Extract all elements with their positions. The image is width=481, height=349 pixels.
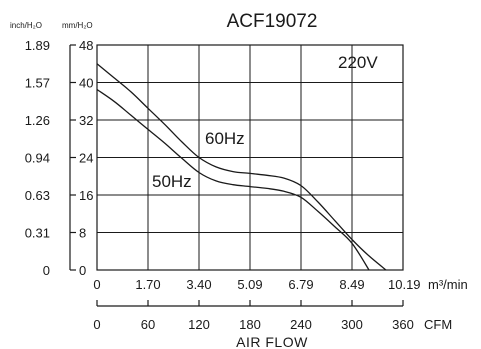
x-tick-label-cfm: 60 <box>141 317 155 332</box>
y-unit-mm-label: mm/H₂O <box>62 21 93 30</box>
y-tick-label-inch: 1.89 <box>25 38 50 53</box>
x-tick-label-m3: 1.70 <box>135 277 160 292</box>
plot-frame <box>96 44 404 271</box>
x-tick-label-m3: 3.40 <box>186 277 211 292</box>
x-tick-label-m3: 5.09 <box>237 277 262 292</box>
x-tick-label-m3: 8.49 <box>339 277 364 292</box>
chart-title: ACF19072 <box>227 11 318 32</box>
x-ticks-m3: 0 1.70 3.40 5.09 6.79 8.49 10.19 <box>93 277 420 292</box>
series-line-50hz <box>96 88 370 271</box>
curves <box>96 63 387 271</box>
x-axis-title: AIR FLOW <box>236 334 308 349</box>
series-line-60hz <box>96 63 387 271</box>
x-tick-label-cfm: 180 <box>239 317 261 332</box>
y-tick-label-inch: 1.57 <box>25 76 50 91</box>
voltage-label: 220V <box>338 53 378 72</box>
y-unit-inch-label: inch/H₂O <box>10 21 42 30</box>
y-tick-label-inch: 0 <box>43 263 50 278</box>
x-tick-label-m3: 0 <box>93 277 100 292</box>
x-tick-label-m3: 10.19 <box>388 277 421 292</box>
y-tick-label-inch: 0.94 <box>25 151 50 166</box>
x-tick-label-cfm: 0 <box>93 317 100 332</box>
y-ticks-inch: 1.89 1.57 1.26 0.94 0.63 0.31 0 <box>25 38 50 278</box>
y-tick-label-mm: 0 <box>79 263 86 278</box>
y-tick-label-mm: 48 <box>79 38 93 53</box>
x-tick-label-cfm: 300 <box>341 317 363 332</box>
x-tick-label-m3: 6.79 <box>288 277 313 292</box>
y-tick-label-inch: 0.31 <box>25 226 50 241</box>
series-label-50hz: 50Hz <box>152 172 192 191</box>
x-unit-cfm-label: CFM <box>424 317 452 332</box>
y-tick-label-mm: 40 <box>79 76 93 91</box>
y-tick-label-mm: 8 <box>79 226 86 241</box>
y-tick-label-mm: 32 <box>79 113 93 128</box>
x-unit-m3-label: m³/min <box>428 277 468 292</box>
y-tick-label-mm: 24 <box>79 151 93 166</box>
x-tick-label-cfm: 120 <box>188 317 210 332</box>
x-ticks-cfm: 0 60 120 180 240 300 360 <box>93 300 414 332</box>
y-tick-label-inch: 1.26 <box>25 113 50 128</box>
y-tick-label-mm: 16 <box>79 188 93 203</box>
series-label-60hz: 60Hz <box>205 129 245 148</box>
y-tick-label-inch: 0.63 <box>25 188 50 203</box>
x-tick-label-cfm: 360 <box>392 317 414 332</box>
y-ticks-mm: 48 40 32 24 16 8 0 <box>70 38 93 278</box>
grid <box>97 45 403 270</box>
x-tick-label-cfm: 240 <box>290 317 312 332</box>
